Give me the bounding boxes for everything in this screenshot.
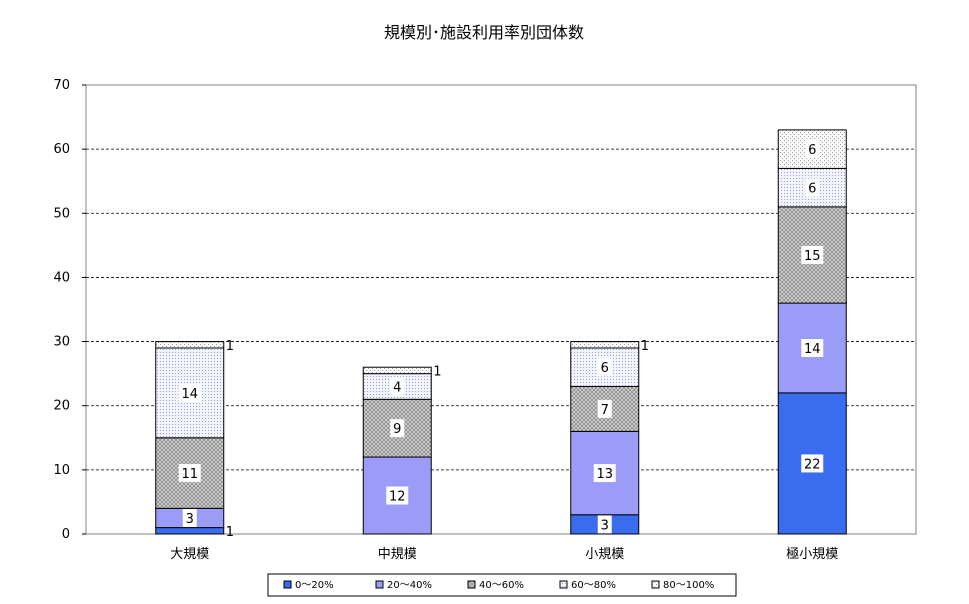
- plot-area: [85, 84, 917, 535]
- y-tick-label: 40: [53, 270, 70, 285]
- legend-box: [267, 573, 737, 597]
- data-label-bg: [178, 464, 201, 483]
- data-label-bg: [597, 358, 612, 377]
- y-tick-label: 30: [53, 335, 70, 350]
- chart-title: 規模別･施設利用率別団体数: [384, 23, 584, 42]
- bar-segment: [155, 527, 225, 535]
- data-label-bg: [801, 454, 824, 473]
- data-label: 6: [808, 182, 816, 197]
- data-label: 4: [393, 380, 401, 395]
- data-label: 11: [181, 467, 198, 482]
- data-label: 14: [804, 342, 821, 357]
- data-label-bg: [178, 383, 201, 402]
- gridlines: [86, 148, 916, 471]
- data-label: 9: [393, 422, 401, 437]
- data-label-bg: [801, 338, 824, 357]
- y-axis-ticks: 0 10 20 30 40 50 60 70: [53, 78, 86, 542]
- legend: 0～20% 20～40% 40～60% 60～80% 80～100%: [267, 573, 737, 597]
- data-label: 14: [181, 387, 198, 402]
- data-label-bg: [593, 464, 616, 483]
- x-category-label: 小規模: [585, 547, 624, 562]
- data-label: 6: [808, 143, 816, 158]
- x-category-label: 極小規模: [786, 546, 838, 562]
- data-label-bg: [386, 486, 409, 505]
- data-label: 15: [804, 249, 821, 264]
- legend-swatch: [467, 580, 476, 589]
- y-tick-label: 10: [53, 463, 70, 478]
- data-label-bg: [390, 419, 405, 438]
- data-label: 22: [804, 457, 821, 472]
- bar-segment: [155, 341, 225, 349]
- x-axis-categories: 大規模 中規模 小規模 極小規模: [170, 546, 838, 562]
- bar-segment: [362, 366, 432, 375]
- data-label-bg: [805, 178, 820, 197]
- legend-label: 20～40%: [387, 580, 432, 591]
- y-tick-label: 70: [53, 78, 70, 93]
- legend-swatch: [559, 580, 568, 589]
- legend-swatch: [651, 580, 660, 589]
- data-label-bg: [182, 508, 197, 527]
- data-label-bg: [597, 515, 612, 534]
- legend-label: 80～100%: [663, 580, 714, 591]
- legend-label: 40～60%: [479, 580, 524, 591]
- legend-swatch: [283, 580, 292, 589]
- data-label: 1: [433, 364, 441, 379]
- x-category-label: 中規模: [378, 547, 417, 562]
- y-tick-label: 50: [53, 206, 70, 221]
- data-label-bg: [801, 245, 824, 264]
- x-category-label: 大規模: [170, 547, 209, 562]
- data-label: 6: [601, 361, 609, 376]
- data-label-bg: [805, 140, 820, 159]
- data-label: 12: [389, 490, 406, 505]
- data-label: 3: [186, 512, 194, 527]
- legend-label: 0～20%: [295, 580, 334, 591]
- data-label: 1: [641, 339, 649, 354]
- y-tick-label: 0: [62, 527, 70, 542]
- data-label: 3: [601, 518, 609, 533]
- data-label-bg: [390, 377, 405, 396]
- data-label-bg: [597, 399, 612, 418]
- data-label: 13: [596, 467, 613, 482]
- y-tick-label: 20: [53, 399, 70, 414]
- data-label: 1: [226, 339, 234, 354]
- data-label: 7: [601, 403, 609, 418]
- y-tick-label: 60: [53, 142, 70, 157]
- data-label: 1: [226, 525, 234, 540]
- legend-swatch: [375, 580, 384, 589]
- legend-label: 60～80%: [571, 580, 616, 591]
- bar-segment: [570, 341, 640, 349]
